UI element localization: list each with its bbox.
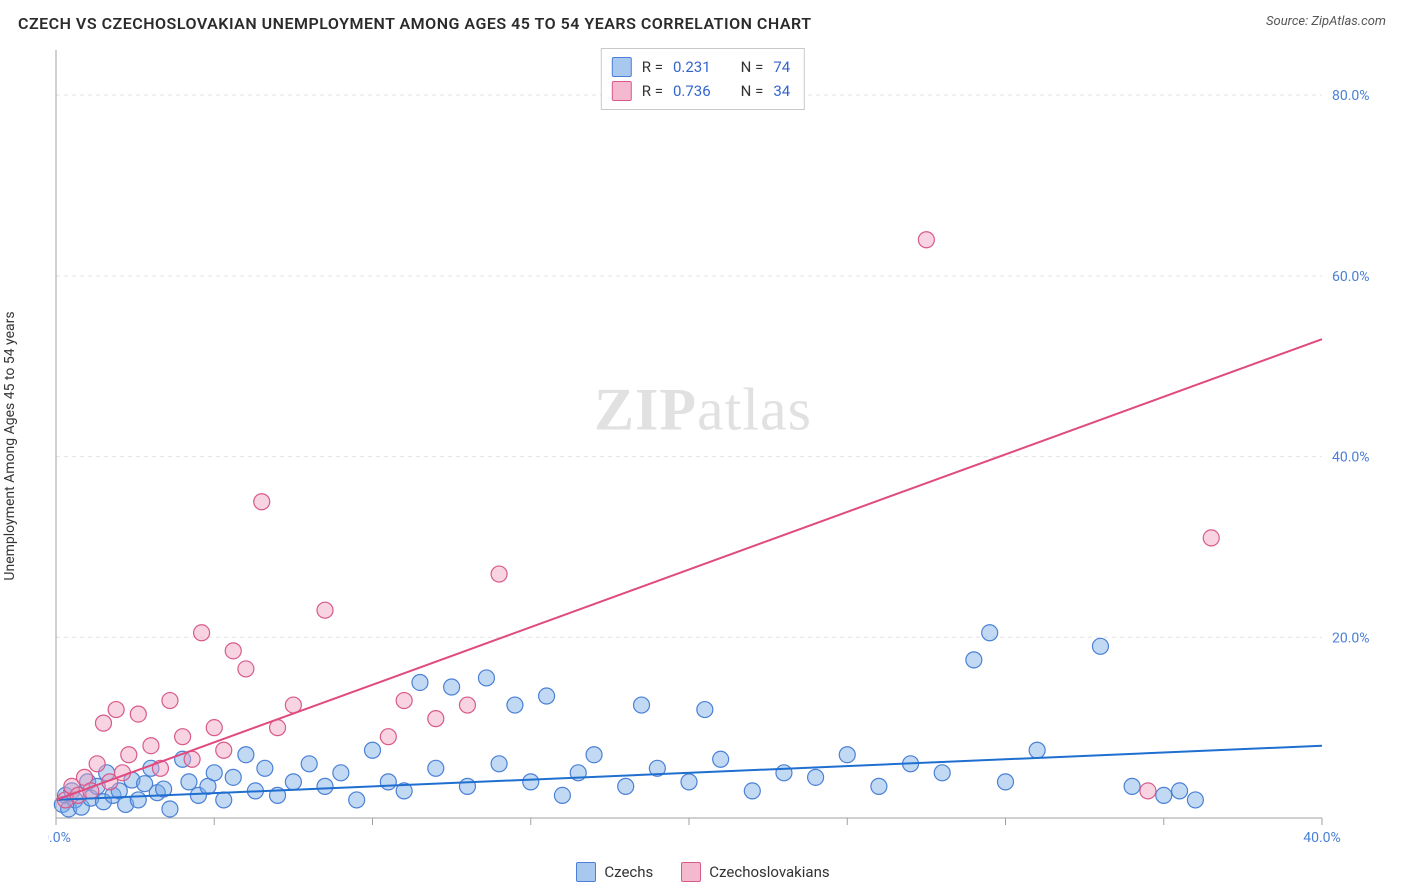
chart-area: 20.0% 40.0% 60.0% 80.0% 0.0% 40.0%: [48, 44, 1392, 848]
stats-row-czechoslovakians: R = 0.736 N = 34: [612, 79, 790, 103]
stats-row-czechs: R = 0.231 N = 74: [612, 55, 790, 79]
source-label: Source: ZipAtlas.com: [1266, 14, 1386, 29]
r-label: R =: [642, 55, 663, 79]
scatter-plot-svg: 20.0% 40.0% 60.0% 80.0% 0.0% 40.0%: [48, 44, 1392, 848]
svg-text:0.0%: 0.0%: [48, 830, 71, 846]
n-label: N =: [741, 55, 764, 79]
svg-text:20.0%: 20.0%: [1332, 630, 1370, 646]
n-label: N =: [741, 79, 764, 103]
r-label: R =: [642, 79, 663, 103]
n-value-czechs: 74: [773, 55, 790, 79]
legend-label: Czechs: [604, 863, 653, 881]
svg-text:60.0%: 60.0%: [1332, 269, 1370, 285]
y-axis-label: Unemployment Among Ages 45 to 54 years: [2, 311, 18, 580]
legend-item-czechoslovakians: Czechoslovakians: [681, 862, 829, 882]
r-value-czechs: 0.231: [673, 55, 711, 79]
legend-bottom: Czechs Czechoslovakians: [0, 862, 1406, 882]
legend-item-czechs: Czechs: [576, 862, 653, 882]
svg-text:40.0%: 40.0%: [1303, 830, 1341, 846]
legend-label: Czechoslovakians: [709, 863, 829, 881]
chart-title: CZECH VS CZECHOSLOVAKIAN UNEMPLOYMENT AM…: [18, 14, 812, 33]
correlation-stats-box: R = 0.231 N = 74 R = 0.736 N = 34: [601, 48, 805, 110]
n-value-czechoslovakians: 34: [773, 79, 790, 103]
svg-text:80.0%: 80.0%: [1332, 88, 1370, 104]
r-value-czechoslovakians: 0.736: [673, 79, 711, 103]
svg-text:40.0%: 40.0%: [1332, 450, 1370, 466]
